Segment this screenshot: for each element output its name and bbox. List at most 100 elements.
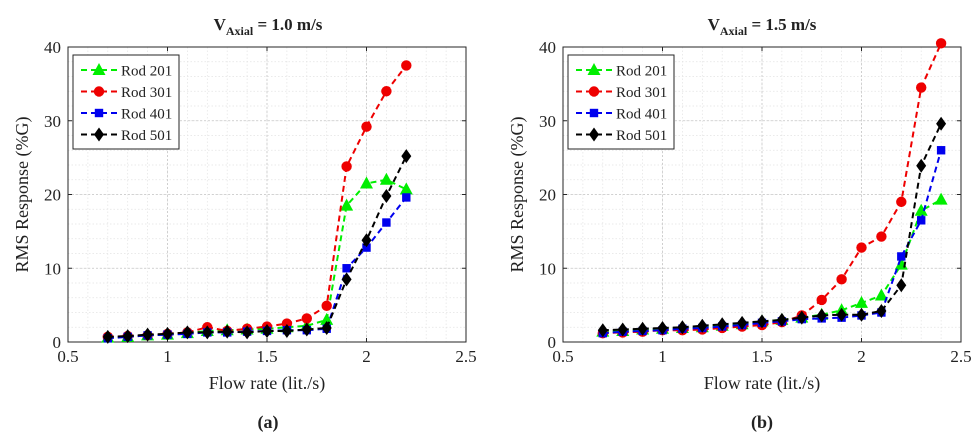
data-point-rod-501 [122,329,133,344]
data-point-rod-501 [301,322,312,337]
chart-title-b: VAxial = 1.5 m/s [708,15,817,38]
data-point-rod-501 [262,323,272,338]
series-line-rod-301 [107,64,408,338]
data-point-rod-401 [362,243,371,252]
data-point-rod-401 [936,146,946,155]
data-point-rod-301 [341,161,352,172]
data-point-rod-501 [162,326,173,341]
x-tick-label: 1 [163,347,172,366]
data-point-rod-501 [697,318,708,333]
data-point-rod-301 [816,294,827,306]
data-point-rod-401 [897,252,906,261]
data-point-rod-501 [816,308,827,323]
series-line-rod-301 [602,42,943,335]
legend-marker-rod-301 [588,86,600,97]
x-tick-label: 2.5 [455,347,476,366]
data-point-rod-301 [935,38,947,49]
x-tick-label: 2.5 [950,347,971,366]
y-tick-label: 0 [53,333,62,352]
y-tick-label: 30 [44,112,61,131]
data-point-rod-201 [379,172,393,185]
legend-label-rod-501: Rod 501 [121,128,172,144]
series-line-rod-401 [602,149,943,335]
series-rod-201 [101,172,413,343]
data-point-rod-401 [917,216,926,225]
series-line-rod-501 [107,155,408,338]
x-tick-label: 2 [362,347,371,366]
data-point-rod-501 [381,188,392,203]
x-axis-label: Flow rate (lit./s) [209,373,325,394]
legend-label-rod-401: Rod 401 [121,107,172,123]
data-point-rod-201 [874,288,888,301]
data-point-rod-501 [102,329,113,344]
data-point-rod-501 [856,307,867,322]
x-axis-label: Flow rate (lit./s) [704,373,820,394]
data-point-rod-501 [757,314,767,329]
data-point-rod-201 [320,312,334,325]
data-point-rod-301 [381,86,392,97]
legend-box [567,54,675,150]
legend-box [72,54,180,150]
series-line-rod-201 [107,178,407,339]
series-line-rod-501 [602,123,943,332]
data-point-rod-301 [301,313,312,324]
data-point-rod-301 [836,274,847,285]
y-tick-label: 10 [539,259,556,278]
data-point-rod-501 [936,116,947,131]
y-tick-label: 20 [539,186,556,205]
x-tick-label: 1.5 [256,347,277,366]
x-tick-label: 0.5 [57,347,78,366]
data-point-rod-501 [717,317,728,332]
data-point-rod-301 [401,60,412,71]
legend-label-rod-301: Rod 301 [616,85,667,101]
data-point-rod-501 [321,320,332,335]
data-point-rod-201 [855,295,868,308]
data-point-rod-501 [597,323,608,338]
y-tick-label: 20 [44,186,61,205]
data-point-rod-501 [876,304,887,319]
legend-label-rod-201: Rod 201 [616,64,667,80]
data-point-rod-201 [360,176,373,189]
series-rod-501 [102,149,412,344]
x-tick-label: 2 [857,347,866,366]
legend-label-rod-201: Rod 201 [121,64,172,80]
data-point-rod-501 [401,149,412,164]
chart-panel-b: VAxial = 1.5 m/s (b) 0.5 1 1.5 2 2.5 0 10 20 30 4… [507,15,972,433]
legend-label-rod-401: Rod 401 [616,107,667,123]
data-point-rod-201 [399,182,413,195]
data-point-rod-301 [876,231,887,242]
legend-marker-rod-301 [93,86,105,97]
x-tick-label: 0.5 [552,347,573,366]
data-point-rod-401 [402,193,411,202]
data-point-rod-201 [914,203,928,216]
y-tick-label: 0 [548,333,557,352]
data-point-rod-501 [796,310,807,325]
y-tick-label: 30 [539,112,556,131]
y-axis-label: RMS Response (%G) [12,116,33,272]
data-point-rod-501 [142,327,153,342]
data-point-rod-501 [836,307,847,322]
data-point-rod-501 [637,321,648,336]
data-point-rod-201 [340,198,354,211]
legend-label-rod-501: Rod 501 [616,128,667,144]
data-point-rod-501 [361,233,372,248]
data-point-rod-501 [202,325,213,340]
x-tick-label: 1 [658,347,667,366]
legend-marker-rod-501 [94,127,104,142]
y-axis-label: RMS Response (%G) [507,116,528,272]
data-point-rod-501 [657,320,668,335]
legend: Rod 201 Rod 301 Rod 401 Rod 501 [72,54,180,150]
data-point-rod-501 [222,324,233,339]
panel-label-b: (b) [751,412,773,433]
data-point-rod-201 [934,192,948,205]
data-point-rod-501 [242,325,253,340]
y-tick-label: 40 [44,38,61,57]
data-point-rod-501 [281,323,292,338]
data-point-rod-501 [737,315,748,330]
chart-panel-a: VAxial = 1.0 m/s (a) 0.5 1 1.5 2 2.5 0 10 20 30 4… [12,15,477,433]
legend: Rod 201 Rod 301 Rod 401 Rod 501 [567,54,675,150]
data-point-rod-301 [856,242,867,253]
y-tick-label: 10 [44,259,61,278]
